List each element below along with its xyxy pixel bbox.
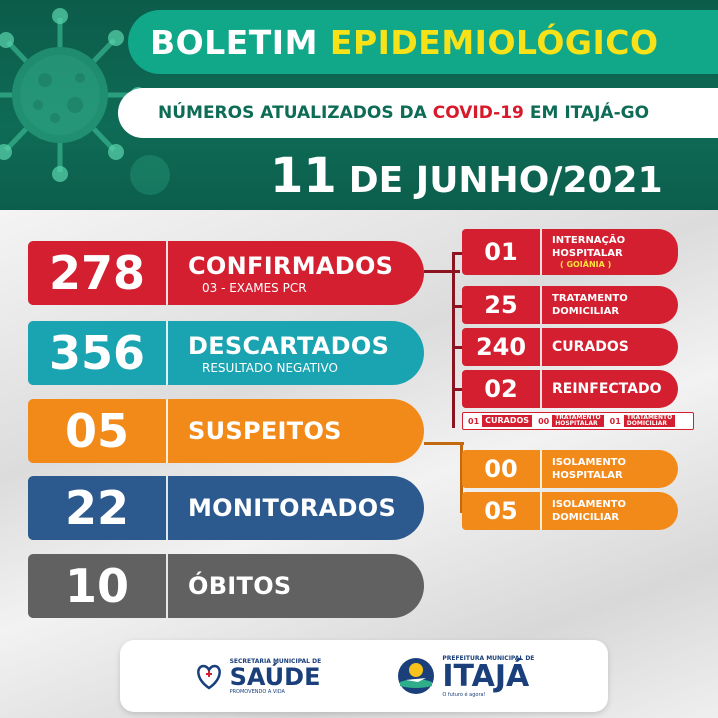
obitos-value: 10 xyxy=(28,554,168,618)
title-word-epidemiologico: EPIDEMIOLÓGICO xyxy=(329,22,659,62)
suspeitos-value: 05 xyxy=(28,399,168,463)
reinf-trat-dom: 01 TRATAMENTO DOMICILIAR xyxy=(606,413,676,427)
curados-label: CURADOS xyxy=(552,338,629,355)
tratamento-label-2: DOMICILIAR xyxy=(552,306,620,317)
bulletin-date: 11 DE JUNHO/2021 xyxy=(270,148,663,204)
subtitle-post: EM ITAJÁ-GO xyxy=(529,103,650,123)
reinf-trat-dom-value: 01 xyxy=(606,415,624,427)
descartados-label: DESCARTADOS xyxy=(188,331,390,360)
reinf-curados-label: CURADOS xyxy=(485,415,530,425)
internacao-note: ( GOIÂNIA ) xyxy=(560,259,612,269)
tratamento-value: 25 xyxy=(462,286,542,324)
confirmados-label: CONFIRMADOS xyxy=(188,251,394,280)
isol-dom-label-2: DOMICILIAR xyxy=(552,512,620,523)
internacao-value: 01 xyxy=(462,229,542,275)
box-tratamento-domiciliar: 25 TRATAMENTO DOMICILIAR xyxy=(462,286,678,324)
isol-hosp-value: 00 xyxy=(462,450,542,488)
box-curados: 240 CURADOS xyxy=(462,328,678,366)
reinf-trat-dom-label-1: TRATAMENTO xyxy=(626,413,673,421)
row-obitos: 10 ÓBITOS xyxy=(28,554,424,618)
reinf-trat-hosp-value: 00 xyxy=(535,415,553,427)
curados-value: 240 xyxy=(462,328,542,366)
saude-logo: SECRETARIA MUNICIPAL DE SAÚDE PROMOVENDO… xyxy=(194,657,322,695)
confirmados-value: 278 xyxy=(28,241,168,305)
reinf-trat-dom-label-2: DOMICILIAR xyxy=(626,420,668,427)
reinf-trat-hosp-label-1: TRATAMENTO xyxy=(555,413,601,421)
connector-line xyxy=(452,252,455,428)
isol-dom-label-1: ISOLAMENTO xyxy=(552,499,627,510)
isol-hosp-label-1: ISOLAMENTO xyxy=(552,457,627,468)
saude-tagline: PROMOVENDO A VIDA xyxy=(229,688,285,695)
footer-logos: SECRETARIA MUNICIPAL DE SAÚDE PROMOVENDO… xyxy=(120,640,608,712)
obitos-label: ÓBITOS xyxy=(188,572,292,600)
descartados-value: 356 xyxy=(28,321,168,385)
itaja-tagline: O futuro é agora! xyxy=(442,691,486,698)
box-reinfectado: 02 REINFECTADO xyxy=(462,370,678,408)
reinf-trat-hosp: 00 TRATAMENTO HOSPITALAR xyxy=(535,413,604,427)
descartados-sub: RESULTADO NEGATIVO xyxy=(202,360,338,375)
itaja-emblem-icon xyxy=(398,658,435,694)
connector-line xyxy=(452,388,464,391)
monitorados-value: 22 xyxy=(28,476,168,540)
itaja-name: ITAJÁ xyxy=(442,658,530,694)
row-descartados: 356 DESCARTADOS RESULTADO NEGATIVO xyxy=(28,321,424,385)
reinf-curados-value: 01 xyxy=(465,415,483,427)
connector-line xyxy=(460,442,463,512)
suspeitos-label: SUSPEITOS xyxy=(188,417,342,445)
title-banner: BOLETIM EPIDEMIOLÓGICO xyxy=(128,10,718,74)
isol-dom-value: 05 xyxy=(462,492,542,530)
subtitle-highlight: COVID-19 xyxy=(432,103,524,123)
internacao-label-1: INTERNAÇÃO xyxy=(552,234,626,246)
subtitle-banner: NÚMEROS ATUALIZADOS DA COVID-19 EM ITAJÁ… xyxy=(118,88,718,138)
row-suspeitos: 05 SUSPEITOS xyxy=(28,399,424,463)
connector-line xyxy=(452,305,464,308)
connector-line xyxy=(452,252,464,255)
monitorados-label: MONITORADOS xyxy=(188,494,397,522)
subtitle-pre: NÚMEROS ATUALIZADOS DA xyxy=(158,103,427,123)
reinfectado-detail: 01 CURADOS 00 TRATAMENTO HOSPITALAR 01 TR… xyxy=(462,412,694,430)
itaja-logo: PREFEITURA MUNICIPAL DE ITAJÁ O futuro é… xyxy=(396,655,534,698)
date-day: 11 xyxy=(270,148,337,204)
reinf-curados: 01 CURADOS xyxy=(465,415,533,427)
connector-line xyxy=(452,346,464,349)
isol-hosp-label-2: HOSPITALAR xyxy=(552,470,623,481)
box-isolamento-domiciliar: 05 ISOLAMENTO DOMICILIAR xyxy=(462,492,678,530)
saude-name: SAÚDE xyxy=(229,662,321,691)
title-word-boletim: BOLETIM xyxy=(150,22,318,62)
reinf-trat-hosp-label-2: HOSPITALAR xyxy=(555,420,598,427)
connector-line xyxy=(424,442,464,445)
reinfectado-value: 02 xyxy=(462,370,542,408)
internacao-label-2: HOSPITALAR xyxy=(552,247,623,259)
date-month-year: DE JUNHO/2021 xyxy=(348,160,663,201)
box-internacao-hospitalar: 01 INTERNAÇÃO HOSPITALAR ( GOIÂNIA ) xyxy=(462,229,678,275)
reinfectado-label: REINFECTADO xyxy=(552,380,662,397)
itaja-small-text: PREFEITURA MUNICIPAL DE xyxy=(442,654,535,662)
box-isolamento-hospitalar: 00 ISOLAMENTO HOSPITALAR xyxy=(462,450,678,488)
row-monitorados: 22 MONITORADOS xyxy=(28,476,424,540)
tratamento-label-1: TRATAMENTO xyxy=(552,293,628,304)
row-confirmados: 278 CONFIRMADOS 03 - EXAMES PCR xyxy=(28,241,424,305)
saude-small-text: SECRETARIA MUNICIPAL DE xyxy=(229,657,322,665)
confirmados-sub: 03 - EXAMES PCR xyxy=(202,280,307,295)
connector-line xyxy=(424,270,460,273)
heart-cross-icon xyxy=(196,664,221,690)
